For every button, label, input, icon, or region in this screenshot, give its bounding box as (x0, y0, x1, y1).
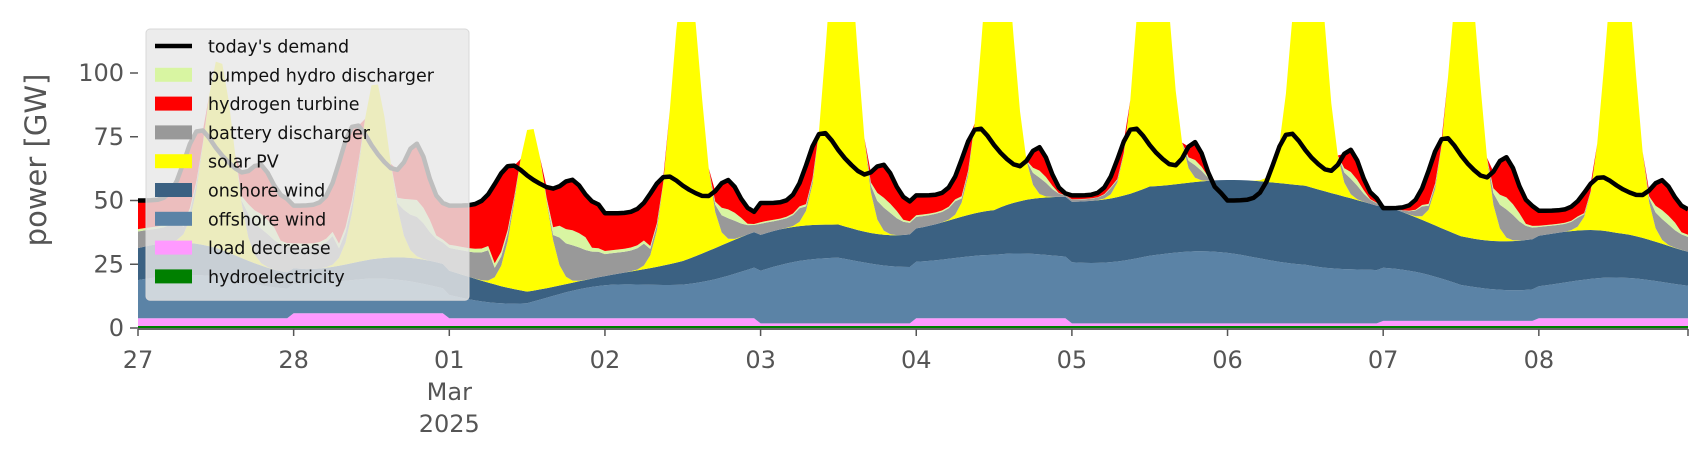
legend-swatch (155, 125, 192, 140)
legend-label: battery discharger (208, 124, 371, 144)
legend-swatch (155, 240, 192, 255)
x-tick-label: 28 (278, 346, 309, 374)
legend: today's demand pumped hydro discharger hyd… (145, 28, 470, 301)
legend-label: today's demand (208, 38, 349, 58)
legend-swatch (155, 67, 192, 82)
x-tick-label: 04 (901, 346, 932, 374)
area-solar-pv (138, 22, 1688, 292)
area-hydroelectricity (138, 326, 1688, 328)
area-offshore-wind (138, 251, 1688, 324)
legend-label: load decrease (208, 239, 331, 259)
x-tick-label: 02 (590, 346, 621, 374)
x-tick-year-label: 2025 (419, 410, 480, 438)
x-axis: 27 28 01 Mar 2025 02 03 04 05 06 07 08 (123, 328, 1689, 438)
x-tick-label: 07 (1368, 346, 1399, 374)
x-tick-label: 27 (123, 346, 154, 374)
y-tick-label: 0 (109, 314, 124, 342)
legend-swatch (155, 211, 192, 226)
legend-swatch (155, 154, 192, 169)
legend-box (145, 28, 470, 301)
legend-label: hydrogen turbine (208, 95, 360, 115)
legend-label: solar PV (208, 153, 279, 173)
legend-label: hydroelectricity (208, 268, 345, 288)
x-tick-label: 03 (745, 346, 776, 374)
legend-label: offshore wind (208, 210, 326, 230)
legend-swatch (155, 183, 192, 197)
x-tick-month-label: Mar (427, 378, 472, 406)
y-tick-label: 75 (93, 123, 124, 151)
legend-label: onshore wind (208, 182, 325, 202)
x-tick-label: 08 (1524, 346, 1555, 374)
y-tick-label: 100 (78, 59, 124, 87)
y-tick-label: 50 (93, 187, 124, 215)
legend-swatch (155, 96, 192, 111)
area-load-decrease (138, 313, 1688, 326)
y-axis-label: power [GW] (19, 74, 53, 247)
x-tick-label: 01 (434, 346, 465, 374)
x-tick-label: 06 (1212, 346, 1243, 374)
y-tick-label: 25 (93, 250, 124, 278)
legend-label: pumped hydro discharger (208, 66, 435, 86)
y-axis: 0 25 50 75 100 (78, 59, 138, 342)
x-tick-label: 05 (1057, 346, 1088, 374)
legend-swatch (155, 269, 192, 284)
area-onshore-wind (138, 180, 1688, 304)
